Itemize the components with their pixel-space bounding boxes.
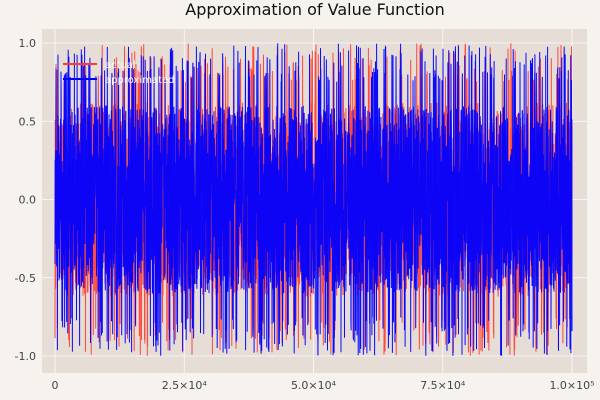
x-tick-label: 5.0×10⁴ <box>291 379 337 392</box>
y-tick-label: 0.5 <box>19 115 37 128</box>
x-tick-label: 7.5×10⁴ <box>420 379 466 392</box>
series-layer <box>54 43 573 356</box>
x-tick-label: 0 <box>52 379 59 392</box>
y-tick-label: 0.0 <box>19 194 37 207</box>
chart-title: Approximation of Value Function <box>185 0 444 19</box>
y-tick-label: -1.0 <box>15 350 36 363</box>
x-tick-label: 1.0×10⁵ <box>549 379 594 392</box>
y-tick-label: -0.5 <box>15 272 36 285</box>
y-tick-label: 1.0 <box>19 37 37 50</box>
axis-layer: 1.0 0.5 0.0 -0.5 -1.0 0 2.5×10⁴ 5.0×10⁴ 7.5×10⁴ 1… <box>15 37 595 392</box>
legend-label-actual: actual <box>105 60 136 71</box>
legend: actual approximated <box>63 60 175 86</box>
x-tick-label: 2.5×10⁴ <box>162 379 208 392</box>
series-line-approximated <box>54 43 573 356</box>
legend-label-approximated: approximated <box>105 75 175 86</box>
